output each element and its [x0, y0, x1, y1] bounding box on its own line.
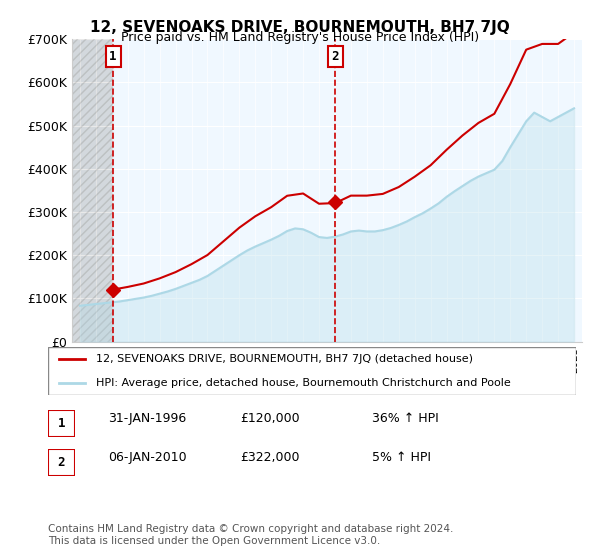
- Text: 31-JAN-1996: 31-JAN-1996: [108, 412, 186, 425]
- Text: 2: 2: [58, 456, 65, 469]
- Text: 06-JAN-2010: 06-JAN-2010: [108, 451, 187, 464]
- Bar: [72, 39, 113, 342]
- FancyBboxPatch shape: [48, 409, 75, 437]
- Text: £322,000: £322,000: [240, 451, 299, 464]
- Text: 36% ↑ HPI: 36% ↑ HPI: [372, 412, 439, 425]
- Text: Contains HM Land Registry data © Crown copyright and database right 2024.
This d: Contains HM Land Registry data © Crown c…: [48, 524, 454, 546]
- Text: 1: 1: [58, 417, 65, 430]
- Text: 12, SEVENOAKS DRIVE, BOURNEMOUTH, BH7 7JQ: 12, SEVENOAKS DRIVE, BOURNEMOUTH, BH7 7J…: [90, 20, 510, 35]
- Text: 12, SEVENOAKS DRIVE, BOURNEMOUTH, BH7 7JQ (detached house): 12, SEVENOAKS DRIVE, BOURNEMOUTH, BH7 7J…: [95, 354, 473, 364]
- Bar: [72, 39, 113, 342]
- Text: 5% ↑ HPI: 5% ↑ HPI: [372, 451, 431, 464]
- Text: HPI: Average price, detached house, Bournemouth Christchurch and Poole: HPI: Average price, detached house, Bour…: [95, 378, 510, 388]
- Text: £120,000: £120,000: [240, 412, 299, 425]
- Text: 2: 2: [332, 50, 339, 63]
- Text: 1: 1: [109, 50, 117, 63]
- Text: Price paid vs. HM Land Registry's House Price Index (HPI): Price paid vs. HM Land Registry's House …: [121, 31, 479, 44]
- FancyBboxPatch shape: [48, 449, 75, 476]
- FancyBboxPatch shape: [48, 347, 576, 395]
